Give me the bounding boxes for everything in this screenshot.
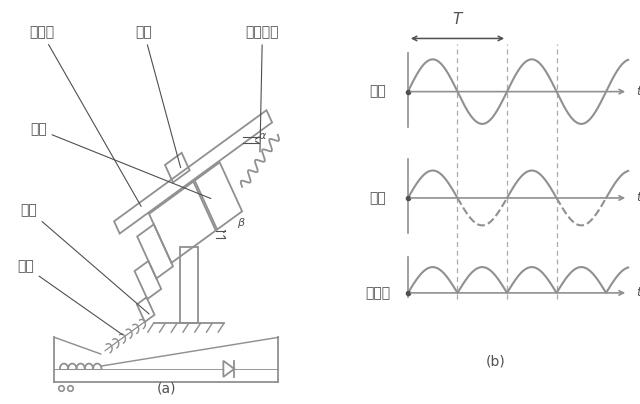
Text: t: t — [637, 85, 640, 98]
Text: T: T — [452, 12, 462, 27]
Text: α: α — [259, 131, 266, 141]
Text: 给料槽: 给料槽 — [29, 25, 141, 206]
Text: 物料: 物料 — [136, 25, 180, 168]
Text: 衡铁: 衡铁 — [30, 122, 211, 198]
Text: 电压: 电压 — [369, 84, 386, 99]
Text: 线圈: 线圈 — [17, 260, 123, 335]
Text: 主振弹簧: 主振弹簧 — [246, 25, 279, 152]
Text: t: t — [637, 286, 640, 299]
Text: (a): (a) — [157, 382, 176, 396]
Bar — [180, 247, 198, 323]
Text: t: t — [637, 191, 640, 204]
Text: β: β — [237, 218, 244, 228]
Text: 铁芯: 铁芯 — [20, 203, 149, 314]
Text: 电磁力: 电磁力 — [365, 286, 390, 300]
Text: 电流: 电流 — [369, 191, 386, 205]
Text: (b): (b) — [486, 355, 506, 369]
